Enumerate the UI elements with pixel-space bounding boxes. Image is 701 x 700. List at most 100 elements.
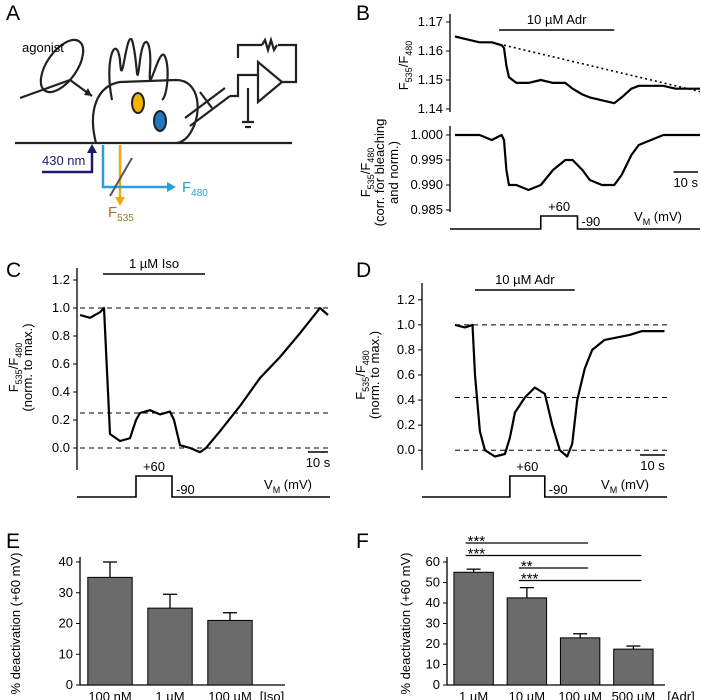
label-part: 480	[191, 188, 208, 199]
bar	[87, 576, 133, 686]
voltage-protocol	[450, 215, 700, 230]
label-part: F	[108, 204, 117, 221]
significance-label: **	[521, 558, 533, 575]
trace	[454, 323, 665, 458]
label-part: F	[353, 392, 368, 400]
y-tick-label: 1.2	[52, 272, 70, 287]
y-axis-label: (norm. to max.)	[367, 331, 382, 419]
label-part: (mV)	[650, 209, 682, 224]
x-tick-label: 1 µM	[155, 689, 184, 700]
y-axis-label: and norm.)	[386, 141, 401, 204]
significance-label: ***	[468, 533, 486, 550]
label-part: (norm. to max.)	[20, 323, 35, 411]
bar	[613, 648, 654, 686]
y-tick-label: 30	[59, 585, 73, 600]
y-tick-label: 1.17	[418, 14, 443, 29]
y-tick-label: 40	[59, 554, 73, 569]
y-tick-label: 1.16	[418, 43, 443, 58]
y-tick-label: 10	[426, 657, 440, 672]
y-tick-label: 0.995	[410, 152, 443, 167]
panel-label: D	[356, 259, 371, 282]
protocol-axis-label: VM (mV)	[634, 209, 682, 227]
y-tick-label: 0.985	[410, 202, 443, 217]
treatment-label: 1 µM Iso	[129, 256, 179, 271]
label-part: % deactivation (+60 mV)	[398, 553, 413, 695]
trace	[79, 306, 329, 454]
y-axis-label: F535/F480	[353, 350, 371, 400]
label-part: 480	[404, 41, 414, 56]
label-part: /F	[353, 365, 368, 377]
label-part: M	[610, 485, 618, 495]
label-part: F	[182, 179, 191, 196]
yellow-arrow	[115, 197, 125, 206]
y-axis-label: F535/F480	[396, 41, 414, 91]
blue-emission-label: F480	[182, 179, 208, 199]
protocol-axis-label: VM (mV)	[601, 477, 649, 495]
y-axis-label: % deactivation (+60 mV)	[398, 553, 413, 695]
y-tick-label: 50	[426, 575, 440, 590]
y-tick-label: 40	[426, 595, 440, 610]
y-tick-label: 0.4	[397, 392, 415, 407]
significance-label: ***	[468, 546, 486, 563]
x-tick-label: 100 µM	[208, 689, 252, 700]
treatment-label: 10 µM Adr	[495, 272, 555, 287]
y-tick-label: 0.0	[52, 440, 70, 455]
voltage-protocol	[77, 475, 330, 498]
scale-bar-label: 10 s	[673, 175, 698, 190]
x-tick-label: 500 µM	[612, 689, 656, 700]
y-tick-label: 0.8	[397, 342, 415, 357]
label-part: 535	[14, 369, 24, 384]
x-tick-label: 10 µM	[509, 689, 545, 700]
label-part: F	[358, 189, 373, 197]
yellow-fluorophore	[131, 92, 145, 114]
blue-fluorophore	[153, 110, 167, 132]
x-axis-label: [Iso]	[260, 689, 285, 700]
y-tick-label: 1.14	[418, 101, 443, 116]
y-tick-label: 1.0	[52, 300, 70, 315]
y-tick-label: 30	[426, 616, 440, 631]
y-tick-label: 1.15	[418, 72, 443, 87]
panel-label: F	[356, 530, 369, 553]
label-part: 480	[361, 350, 371, 365]
label-part: and norm.)	[386, 141, 401, 204]
label-part: 535	[117, 213, 134, 224]
trace	[454, 35, 700, 105]
panel-label: A	[6, 2, 20, 25]
scale-bar-label: 10 s	[306, 455, 331, 470]
patch-electrode	[184, 87, 231, 127]
label-part: M	[273, 485, 281, 495]
diagram-a: agonist 430 nm F480 F535	[15, 36, 298, 224]
y-tick-label: 20	[59, 616, 73, 631]
resistor	[261, 36, 278, 54]
y-tick-label: 0.6	[52, 356, 70, 371]
amplifier	[256, 59, 284, 105]
agonist-arrow	[84, 88, 92, 96]
y-tick-label: 0.6	[397, 367, 415, 382]
dichroic-mirror	[109, 157, 133, 197]
y-tick-label: 0.2	[397, 417, 415, 432]
coil	[108, 37, 169, 101]
y-axis-label: (norm. to max.)	[20, 323, 35, 411]
y-tick-label: 1.2	[397, 292, 415, 307]
label-part: % deactivation (+60 mV)	[8, 553, 23, 695]
label-part: 480	[14, 343, 24, 358]
hold-label: -90	[176, 482, 195, 497]
y-tick-label: 20	[426, 636, 440, 651]
y-tick-label: 0.990	[410, 177, 443, 192]
x-axis-label: [Adr]	[667, 689, 694, 700]
label-part: (mV)	[280, 477, 312, 492]
blue-emission	[101, 145, 170, 189]
cell	[92, 78, 199, 145]
agonist-pipette	[39, 38, 85, 94]
bar	[207, 619, 253, 686]
label-part: /F	[6, 358, 21, 370]
label-part: V	[264, 477, 273, 492]
y-axis-label: % deactivation (+60 mV)	[8, 553, 23, 695]
treatment-label: 10 µM Adr	[527, 12, 587, 27]
label-part: /F	[358, 163, 373, 175]
y-tick-label: 1.0	[397, 317, 415, 332]
y-tick-label: 60	[426, 554, 440, 569]
y-axis-label: F535/F480	[6, 343, 24, 393]
label-part: (corr. for bleaching	[372, 119, 387, 227]
label-part: F	[396, 82, 411, 90]
